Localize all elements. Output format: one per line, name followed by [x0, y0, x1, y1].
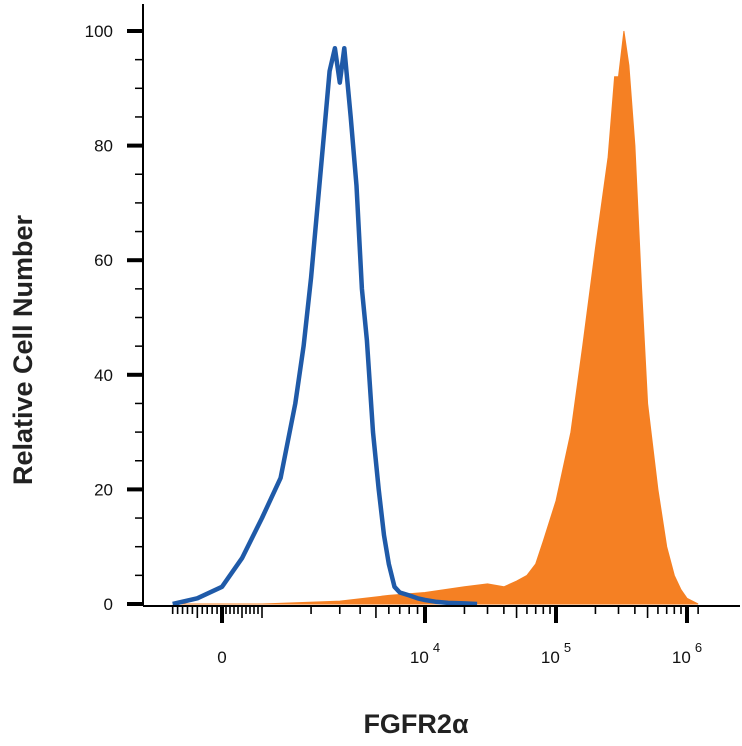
x-tick-label-0: 0	[217, 648, 226, 667]
y-tick-label-100: 100	[85, 22, 113, 41]
x-tick-label-1: 104	[410, 640, 440, 667]
x-tick-label-3: 106	[672, 640, 702, 667]
series-1-area	[172, 30, 699, 605]
plot-marks	[172, 30, 699, 607]
y-tick-label-20: 20	[94, 480, 113, 499]
series-0-line	[172, 45, 478, 607]
x-axis-ticks: 0 104 105 106	[171, 606, 702, 667]
y-tick-label-80: 80	[94, 137, 113, 156]
y-tick-label-40: 40	[94, 366, 113, 385]
x-axis-title: FGFR2α	[363, 709, 469, 739]
y-axis-title: Relative Cell Number	[8, 214, 38, 485]
y-axis-ticks: 0 20 40 60 80 100	[85, 22, 143, 614]
y-tick-label-60: 60	[94, 251, 113, 270]
x-tick-label-2: 105	[541, 640, 571, 667]
y-tick-label-0: 0	[104, 595, 113, 614]
